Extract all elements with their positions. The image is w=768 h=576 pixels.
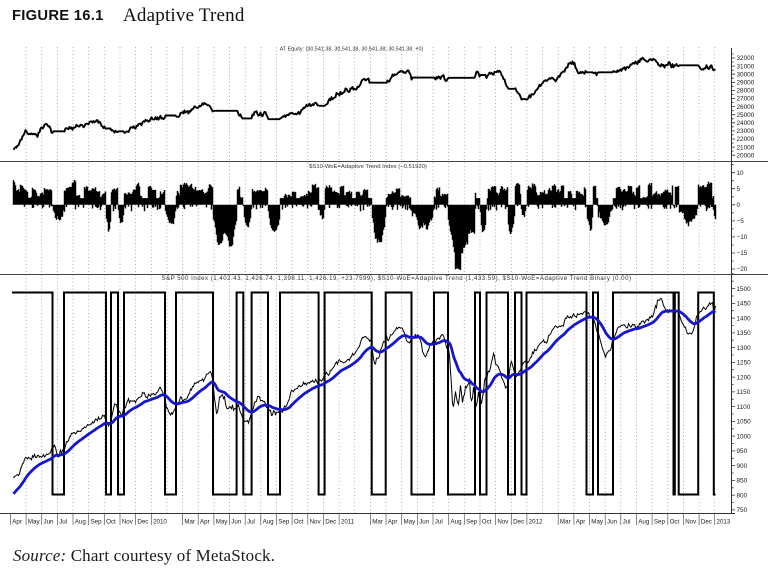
svg-text:1050: 1050 [737, 419, 752, 426]
svg-text:5: 5 [737, 186, 741, 193]
svg-text:850: 850 [737, 478, 748, 485]
svg-text:22000: 22000 [737, 136, 755, 143]
svg-text:Sep: Sep [466, 519, 478, 526]
svg-text:Apr: Apr [388, 519, 398, 526]
svg-text:30000: 30000 [737, 71, 755, 78]
svg-text:1150: 1150 [737, 389, 751, 396]
svg-text:Jul: Jul [435, 519, 443, 526]
svg-text:Oct: Oct [294, 519, 304, 526]
svg-text:Jul: Jul [247, 519, 255, 526]
svg-text:Nov: Nov [497, 519, 509, 526]
svg-text:800: 800 [737, 492, 748, 499]
svg-text:−5: −5 [737, 218, 745, 225]
svg-text:Apr: Apr [200, 519, 210, 526]
svg-text:Jul: Jul [59, 519, 67, 526]
svg-text:2012: 2012 [529, 519, 543, 526]
svg-text:2011: 2011 [341, 519, 355, 526]
svg-text:Jun: Jun [231, 519, 242, 526]
svg-text:950: 950 [737, 448, 748, 455]
svg-text:1100: 1100 [737, 404, 751, 411]
svg-text:$S10-WoE=Adaptive Trend Index: $S10-WoE=Adaptive Trend Index (−0.51920) [309, 164, 427, 170]
svg-text:25000: 25000 [737, 112, 755, 119]
svg-text:1000: 1000 [737, 433, 752, 440]
svg-text:29000: 29000 [737, 80, 755, 87]
svg-text:May: May [28, 519, 41, 526]
svg-text:32000: 32000 [737, 55, 755, 62]
svg-text:Nov: Nov [685, 519, 697, 526]
svg-text:900: 900 [737, 463, 748, 470]
svg-text:Mar: Mar [184, 519, 195, 526]
svg-text:−10: −10 [737, 234, 748, 241]
svg-text:Aug: Aug [263, 519, 275, 526]
svg-text:Aug: Aug [75, 519, 87, 526]
svg-text:−20: −20 [737, 266, 748, 273]
svg-text:1250: 1250 [737, 360, 752, 367]
svg-text:24000: 24000 [737, 120, 755, 127]
svg-text:Jun: Jun [44, 519, 55, 526]
svg-text:May: May [404, 519, 417, 526]
svg-text:0: 0 [737, 202, 741, 209]
svg-text:Jun: Jun [607, 519, 618, 526]
svg-text:Aug: Aug [638, 519, 650, 526]
svg-text:Oct: Oct [482, 519, 492, 526]
svg-text:1350: 1350 [737, 330, 752, 337]
svg-text:Jun: Jun [419, 519, 430, 526]
svg-text:21000: 21000 [737, 144, 755, 151]
svg-text:Oct: Oct [670, 519, 680, 526]
svg-text:Jul: Jul [623, 519, 631, 526]
svg-text:Apr: Apr [576, 519, 586, 526]
svg-text:Mar: Mar [560, 519, 571, 526]
svg-text:1300: 1300 [737, 345, 752, 352]
svg-text:Apr: Apr [12, 519, 22, 526]
svg-text:1500: 1500 [737, 286, 752, 293]
svg-text:May: May [591, 519, 604, 526]
svg-text:10: 10 [737, 170, 745, 177]
svg-text:28000: 28000 [737, 88, 755, 95]
svg-text:Sep: Sep [654, 519, 666, 526]
svg-text:S&P 500 Index (1,402.43, 1,426: S&P 500 Index (1,402.43, 1,426.74, 1,398… [162, 275, 632, 282]
svg-text:Nov: Nov [310, 519, 322, 526]
svg-text:Dec: Dec [137, 519, 148, 526]
svg-text:2010: 2010 [153, 519, 167, 526]
svg-text:Aug: Aug [451, 519, 463, 526]
svg-text:Dec: Dec [513, 519, 524, 526]
svg-text:Oct: Oct [106, 519, 116, 526]
svg-text:AT Equity: (30,541.38, 30,541.: AT Equity: (30,541.38, 30,541.38, 30,541… [280, 47, 424, 53]
svg-text:31000: 31000 [737, 63, 755, 70]
svg-text:Dec: Dec [701, 519, 712, 526]
svg-text:−15: −15 [737, 250, 748, 257]
svg-text:Nov: Nov [122, 519, 134, 526]
svg-text:1400: 1400 [737, 315, 752, 322]
svg-text:May: May [216, 519, 229, 526]
svg-text:1200: 1200 [737, 374, 752, 381]
svg-text:Mar: Mar [372, 519, 383, 526]
svg-text:26000: 26000 [737, 104, 755, 111]
svg-text:1450: 1450 [737, 301, 752, 308]
svg-text:2013: 2013 [717, 519, 731, 526]
svg-text:27000: 27000 [737, 96, 755, 103]
svg-text:750: 750 [737, 507, 748, 514]
svg-text:Sep: Sep [91, 519, 103, 526]
svg-text:20000: 20000 [737, 152, 755, 159]
svg-text:23000: 23000 [737, 128, 755, 135]
svg-text:Dec: Dec [325, 519, 336, 526]
svg-text:Sep: Sep [278, 519, 290, 526]
